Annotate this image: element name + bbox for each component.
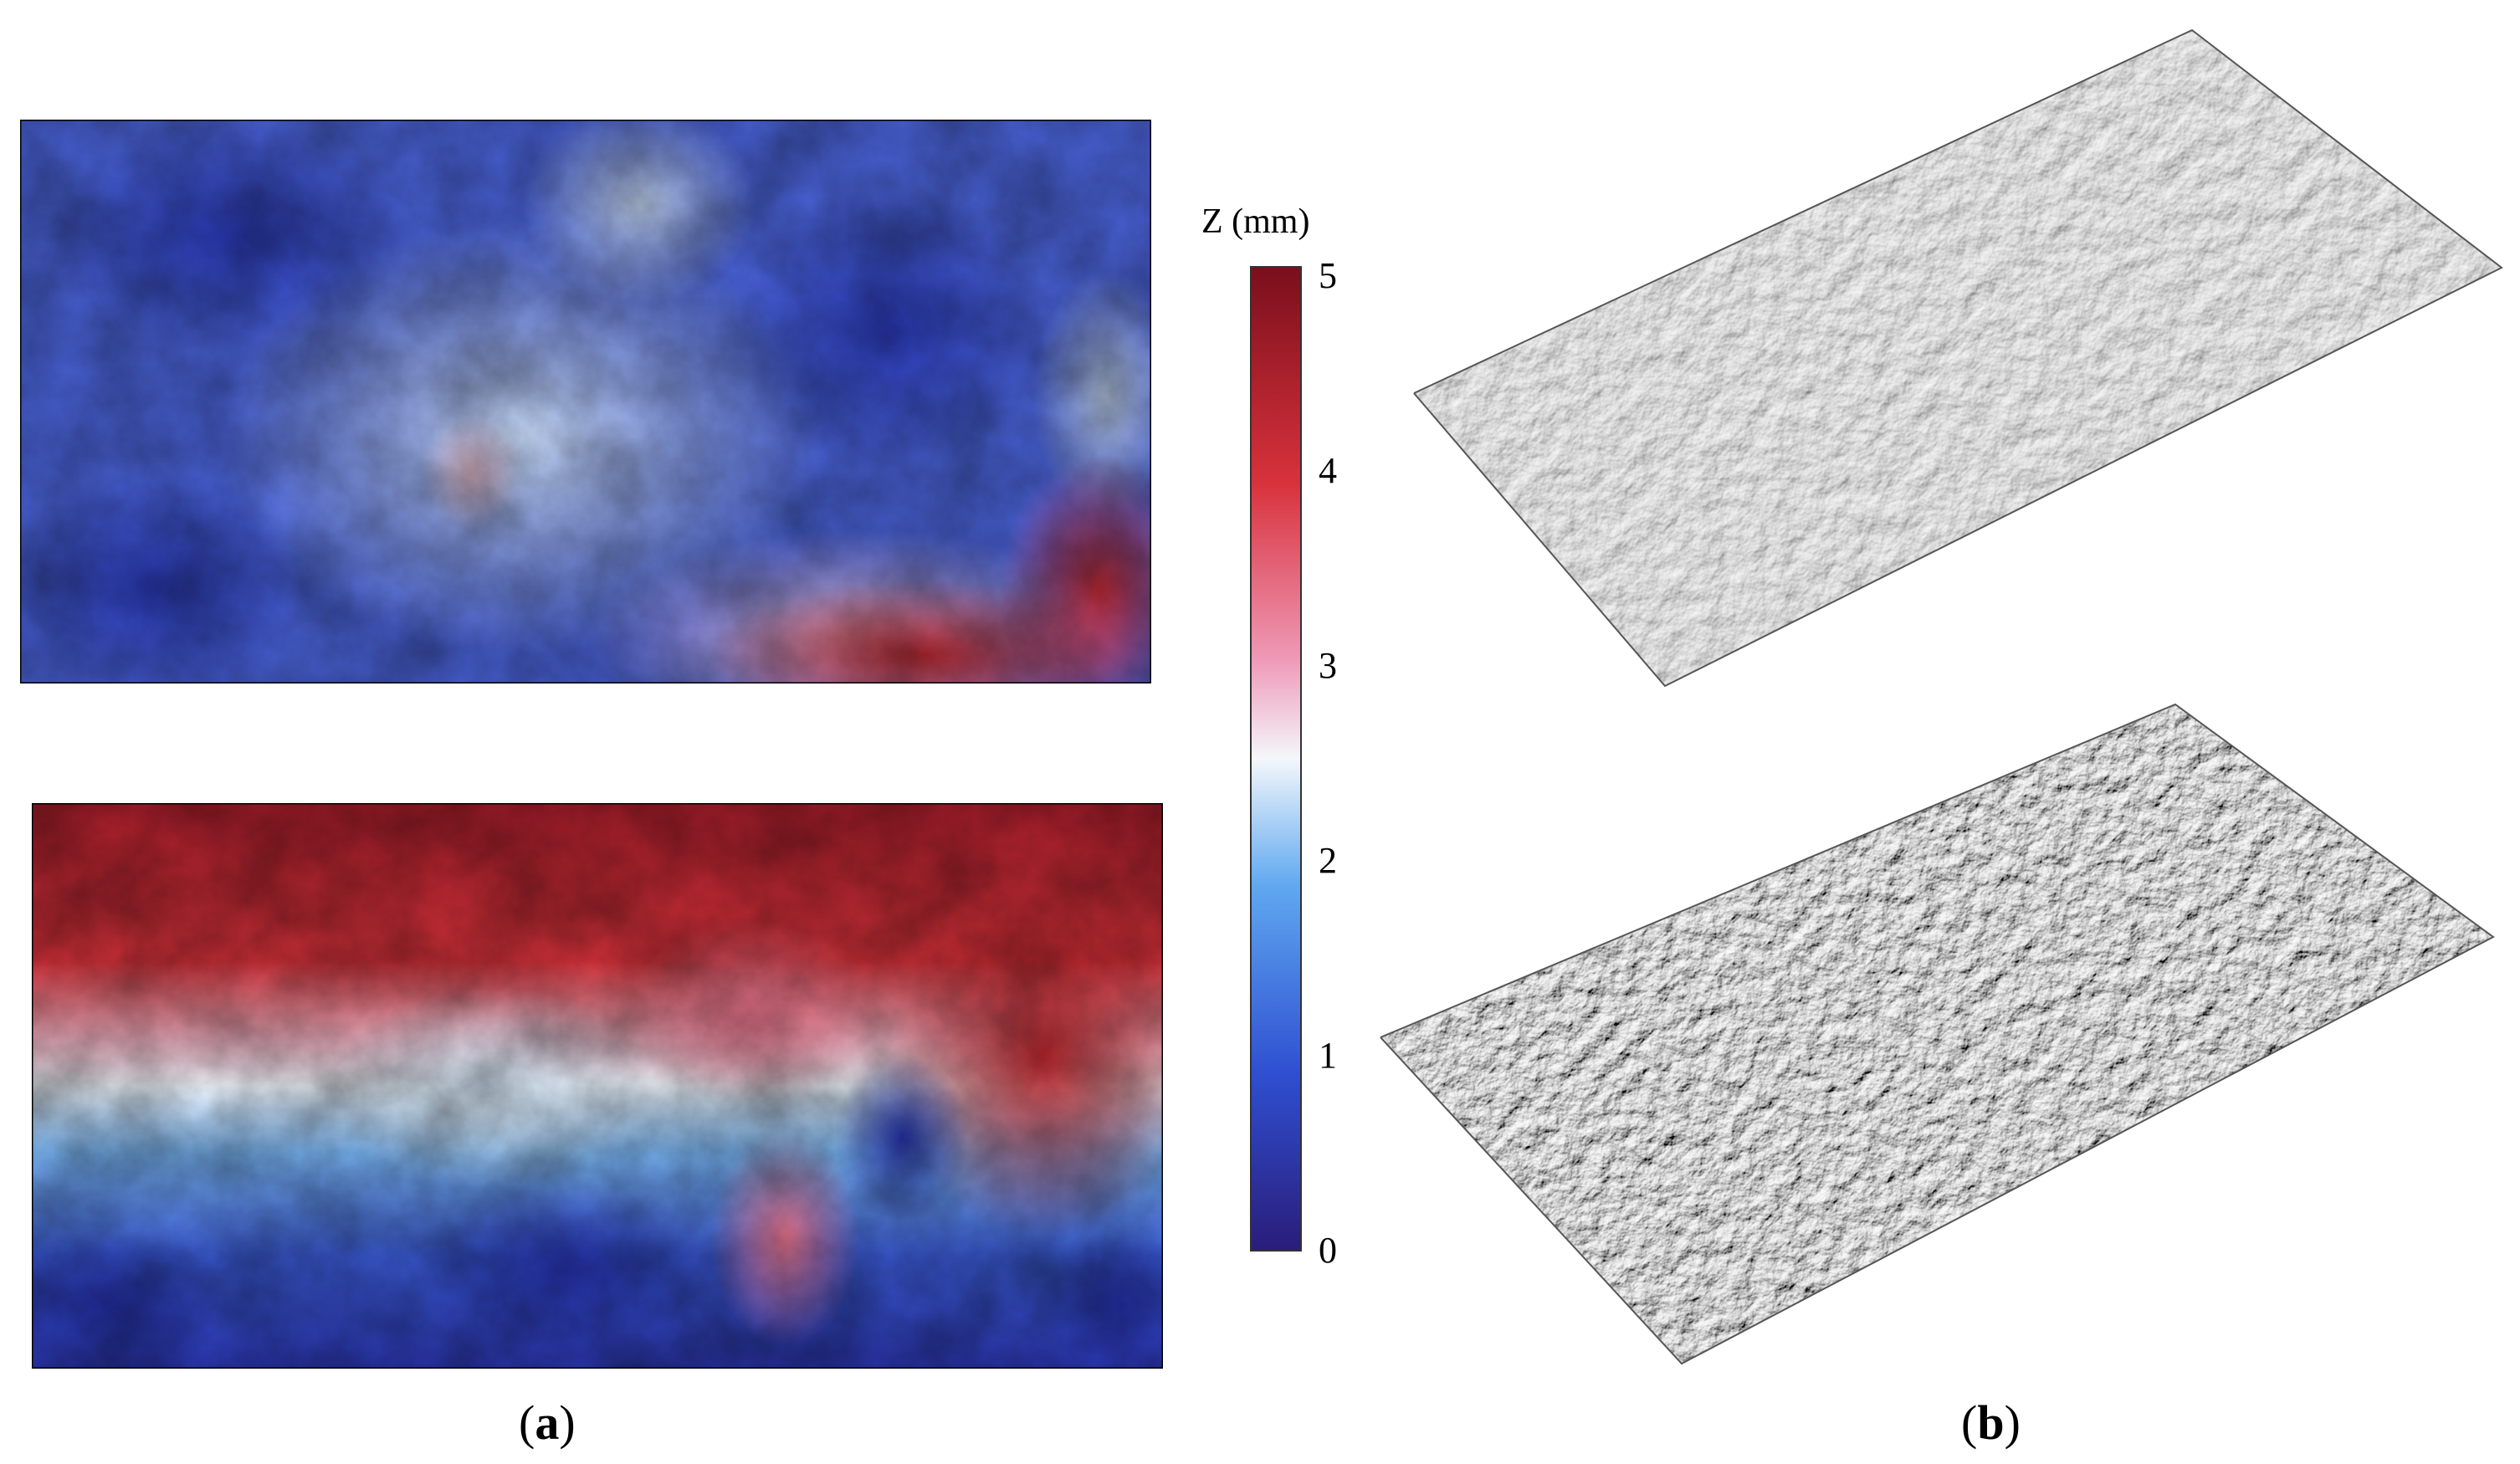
height-map-top	[20, 120, 1151, 683]
caption-b-close: )	[2004, 1395, 2021, 1450]
surface-3d-bottom	[1380, 703, 2495, 1365]
colorbar	[1250, 266, 1302, 1252]
caption-b-letter: b	[1977, 1395, 2005, 1450]
colorbar-tick-1: 1	[1319, 1035, 1337, 1076]
caption-a-open: (	[519, 1395, 535, 1450]
caption-a-letter: a	[535, 1395, 560, 1450]
caption-b-open: (	[1961, 1395, 1978, 1450]
colorbar-tick-4: 4	[1319, 450, 1337, 491]
caption-a-close: )	[559, 1395, 576, 1450]
colorbar-tick-0: 0	[1319, 1230, 1337, 1271]
colorbar-title: Z (mm)	[1201, 202, 1310, 241]
colorbar-tick-2: 2	[1319, 840, 1337, 881]
caption-b: (b)	[1961, 1399, 2021, 1447]
colorbar-tick-5: 5	[1319, 255, 1337, 296]
colorbar-tick-3: 3	[1319, 645, 1337, 686]
caption-a: (a)	[519, 1399, 576, 1447]
height-map-bottom	[32, 803, 1163, 1369]
surface-3d-top	[1413, 28, 2503, 688]
